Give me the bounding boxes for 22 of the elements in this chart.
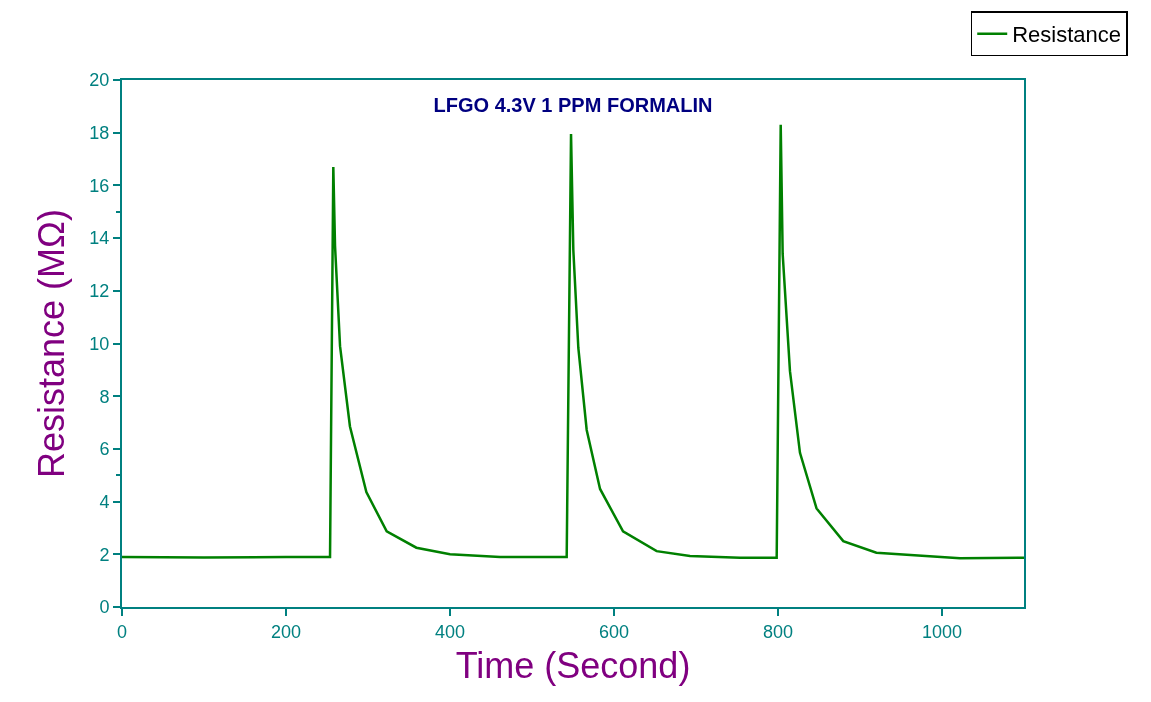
legend-label: Resistance [1012, 22, 1122, 48]
y-tick-label: 8 [99, 386, 110, 407]
x-tick-label: 0 [116, 621, 128, 642]
text: LFGO 4.3V 1 PPM FORMALIN [433, 94, 713, 117]
x-tick-label: 200 [270, 621, 302, 642]
y-tick-label: 2 [99, 544, 110, 565]
y-tick-label: 18 [89, 123, 110, 143]
y-tick-label: 0 [99, 597, 110, 618]
y-tick-label: 12 [89, 281, 110, 302]
y-tick-label: 14 [89, 228, 110, 249]
y-tick-label: 16 [89, 175, 110, 196]
x-tick-label: 800 [762, 621, 794, 642]
x-tick-label: 400 [434, 621, 466, 642]
y-tick-label: 20 [89, 70, 110, 91]
line-series [122, 123, 1024, 560]
y-tick-label: 6 [99, 439, 110, 460]
y-tick-label: 10 [89, 333, 110, 354]
y-tick-label: 4 [99, 491, 110, 512]
y-axis-title: Resistance (MΩ) [30, 209, 72, 478]
x-tick-label: 600 [598, 621, 630, 642]
x-tick-label: 1000 [921, 621, 963, 642]
x-axis-title: Time (Second) [455, 644, 691, 686]
